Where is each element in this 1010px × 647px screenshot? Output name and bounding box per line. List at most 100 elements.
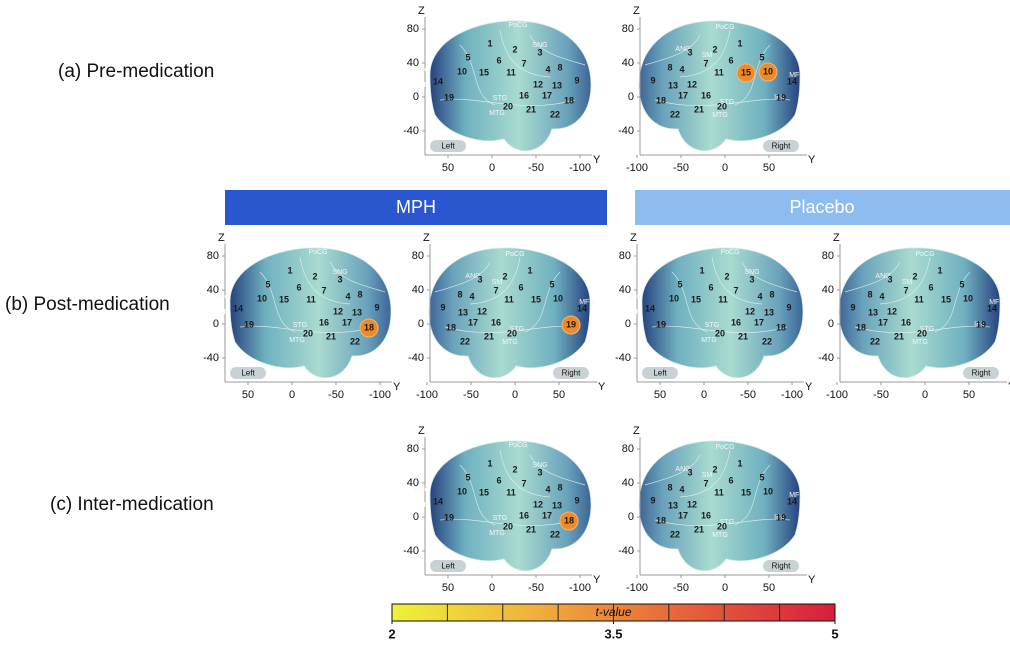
channel-number: 5 bbox=[549, 279, 554, 289]
channel-number: 22 bbox=[460, 336, 470, 346]
axis-label: Z bbox=[418, 425, 425, 437]
active-channel-label: 18 bbox=[564, 515, 574, 525]
channel-number: 6 bbox=[496, 55, 501, 65]
y-tick-label: 0 bbox=[512, 389, 518, 401]
region-label: IF bbox=[634, 309, 640, 316]
channel-number: 22 bbox=[670, 529, 680, 539]
channel-number: 7 bbox=[521, 58, 526, 68]
brain bbox=[430, 441, 591, 571]
z-tick-label: -40 bbox=[408, 352, 424, 364]
z-tick-label: 80 bbox=[407, 23, 419, 35]
channel-number: 20 bbox=[917, 328, 927, 338]
z-tick-label: -40 bbox=[403, 545, 419, 557]
channel-number: 9 bbox=[440, 302, 445, 312]
channel-number: 9 bbox=[650, 495, 655, 505]
z-tick-label: 80 bbox=[207, 250, 219, 262]
channel-number: 22 bbox=[870, 336, 880, 346]
channel-number: 20 bbox=[507, 328, 517, 338]
channel-number: 11 bbox=[506, 487, 516, 497]
view-badge-label: Left bbox=[441, 562, 455, 571]
channel-number: 20 bbox=[715, 328, 725, 338]
figure: (a) Pre-medication (b) Post-medication (… bbox=[0, 0, 1010, 647]
channel-number: 14 bbox=[577, 303, 587, 313]
z-tick-label: 0 bbox=[413, 511, 419, 523]
channel-number: 7 bbox=[493, 285, 498, 295]
channel-number: 4 bbox=[545, 484, 550, 494]
channel-number: 6 bbox=[728, 55, 733, 65]
channel-number: 1 bbox=[487, 38, 492, 48]
region-label: PoCG bbox=[715, 444, 734, 451]
region-label: MFG bbox=[414, 487, 430, 494]
y-tick-label: -50 bbox=[673, 162, 689, 174]
axis-label: Y bbox=[805, 381, 813, 393]
channel-number: 4 bbox=[469, 291, 474, 301]
y-tick-label: 50 bbox=[242, 389, 254, 401]
region-label: PoCG bbox=[508, 22, 527, 29]
y-tick-label: -50 bbox=[328, 389, 344, 401]
y-tick-label: 50 bbox=[553, 389, 565, 401]
channel-number: 16 bbox=[319, 317, 329, 327]
channel-number: 21 bbox=[526, 104, 536, 114]
channel-number: 3 bbox=[687, 47, 692, 57]
channel-number: 1 bbox=[737, 458, 742, 468]
y-tick-label: -100 bbox=[826, 389, 848, 401]
z-tick-label: -40 bbox=[203, 352, 219, 364]
active-channel-label: 18 bbox=[364, 322, 374, 332]
channel-number: 4 bbox=[679, 484, 684, 494]
axis-label: Z bbox=[633, 425, 640, 437]
region-label: IF bbox=[422, 82, 428, 89]
channel-number: 7 bbox=[703, 58, 708, 68]
channel-number: 17 bbox=[678, 90, 688, 100]
channel-number: 10 bbox=[257, 293, 267, 303]
channel-number: 8 bbox=[769, 289, 774, 299]
z-tick-label: 80 bbox=[619, 250, 631, 262]
channel-number: 5 bbox=[465, 52, 470, 62]
channel-number: 16 bbox=[701, 510, 711, 520]
brain bbox=[642, 248, 803, 378]
axis-label: Y bbox=[808, 154, 816, 166]
channel-number: 3 bbox=[477, 274, 482, 284]
row-label: (c) Inter-medication bbox=[50, 494, 214, 515]
channel-number: 18 bbox=[564, 95, 574, 105]
y-tick-label: -50 bbox=[673, 582, 689, 594]
y-tick-label: 0 bbox=[722, 582, 728, 594]
z-tick-label: 0 bbox=[828, 318, 834, 330]
channel-number: 10 bbox=[669, 293, 679, 303]
channel-number: 17 bbox=[542, 90, 552, 100]
channel-number: 15 bbox=[479, 487, 489, 497]
channel-number: 2 bbox=[312, 271, 317, 281]
brain-panel: ZY80400-40-100-50050ANGSMPoCGMFGIFGSTGMT… bbox=[818, 232, 1010, 401]
colorbar-tick-label: 2 bbox=[388, 626, 395, 641]
channel-number: 2 bbox=[512, 44, 517, 54]
channel-number: 3 bbox=[337, 274, 342, 284]
channel-number: 19 bbox=[976, 319, 986, 329]
channel-number: 22 bbox=[762, 336, 772, 346]
brain bbox=[430, 21, 591, 151]
channel-number: 8 bbox=[867, 289, 872, 299]
channel-number: 21 bbox=[526, 524, 536, 534]
colorbar-label: t-value bbox=[595, 605, 631, 619]
channel-number: 9 bbox=[574, 75, 579, 85]
channel-number: 15 bbox=[741, 487, 751, 497]
channel-number: 4 bbox=[757, 291, 762, 301]
channel-number: 1 bbox=[487, 458, 492, 468]
channel-number: 21 bbox=[694, 524, 704, 534]
colorbar-tick-label: 5 bbox=[831, 626, 838, 641]
z-tick-label: 0 bbox=[628, 91, 634, 103]
channel-number: 5 bbox=[465, 472, 470, 482]
channel-number: 8 bbox=[667, 482, 672, 492]
brain-surface bbox=[639, 21, 800, 151]
y-tick-label: 0 bbox=[722, 162, 728, 174]
channel-number: 7 bbox=[733, 285, 738, 295]
channel-number: 7 bbox=[321, 285, 326, 295]
y-tick-label: 50 bbox=[763, 162, 775, 174]
row-label: (a) Pre-medication bbox=[58, 61, 214, 82]
brain bbox=[230, 248, 391, 378]
brain-surface bbox=[430, 21, 591, 151]
channel-number: 5 bbox=[265, 279, 270, 289]
view-badge-label: Left bbox=[653, 369, 667, 378]
channel-number: 3 bbox=[537, 467, 542, 477]
z-tick-label: 40 bbox=[622, 57, 634, 69]
